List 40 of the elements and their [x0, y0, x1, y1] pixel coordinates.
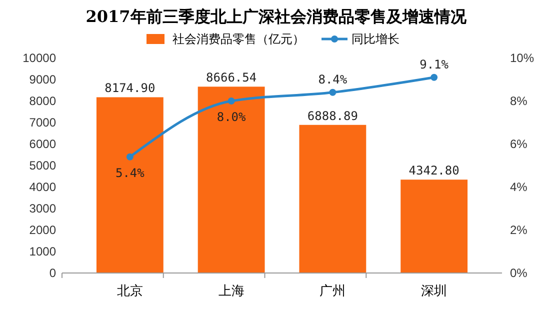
point	[329, 88, 336, 96]
y-tick-label: 5000	[29, 158, 56, 172]
y2-tick-label: 8%	[510, 94, 528, 108]
x-tick-label: 广州	[320, 283, 346, 298]
x-tick-label: 北京	[116, 283, 143, 298]
y-tick-label: 6000	[29, 137, 56, 151]
point	[126, 153, 134, 160]
chart-title: 2017年前三季度北上广深社会消费品零售及增速情况	[86, 7, 468, 26]
x-tick-label: 上海	[218, 283, 244, 298]
y-tick-label: 9000	[29, 72, 56, 86]
y2-tick-label: 6%	[510, 137, 528, 151]
data-label: 8.0%	[216, 110, 247, 124]
bar	[96, 97, 164, 273]
data-label: 6888.89	[307, 108, 358, 123]
y-tick-label: 7000	[29, 116, 56, 130]
data-label: 4342.80	[408, 164, 460, 178]
point	[228, 98, 235, 104]
data-label: 8174.90	[104, 81, 156, 96]
y-tick-label: 0	[49, 266, 56, 280]
x-tick-label: 深圳	[421, 283, 448, 298]
data-label: 5.4%	[115, 166, 146, 180]
bar	[400, 180, 468, 273]
data-label: 9.1%	[420, 57, 450, 72]
y2-tick-label: 10%	[510, 51, 534, 65]
legend-label: 同比增长	[352, 32, 400, 46]
y2-tick-label: 4%	[510, 180, 528, 194]
y-tick-label: 3000	[29, 202, 56, 216]
y2-tick-label: 2%	[510, 223, 528, 237]
y-tick-label: 8000	[29, 94, 56, 108]
y-tick-label: 2000	[29, 223, 56, 237]
legend-label: 社会消费品零售（亿元）	[172, 32, 304, 46]
data-label: 8.4%	[318, 72, 348, 86]
y-tick-label: 4000	[29, 180, 56, 194]
y-tick-label: 10000	[22, 51, 56, 65]
bar	[198, 86, 265, 273]
data-label: 8666.54	[206, 70, 257, 85]
bar	[299, 124, 366, 273]
y2-tick-label: 0%	[510, 266, 528, 280]
point	[430, 74, 438, 81]
y-tick-label: 1000	[29, 244, 56, 258]
